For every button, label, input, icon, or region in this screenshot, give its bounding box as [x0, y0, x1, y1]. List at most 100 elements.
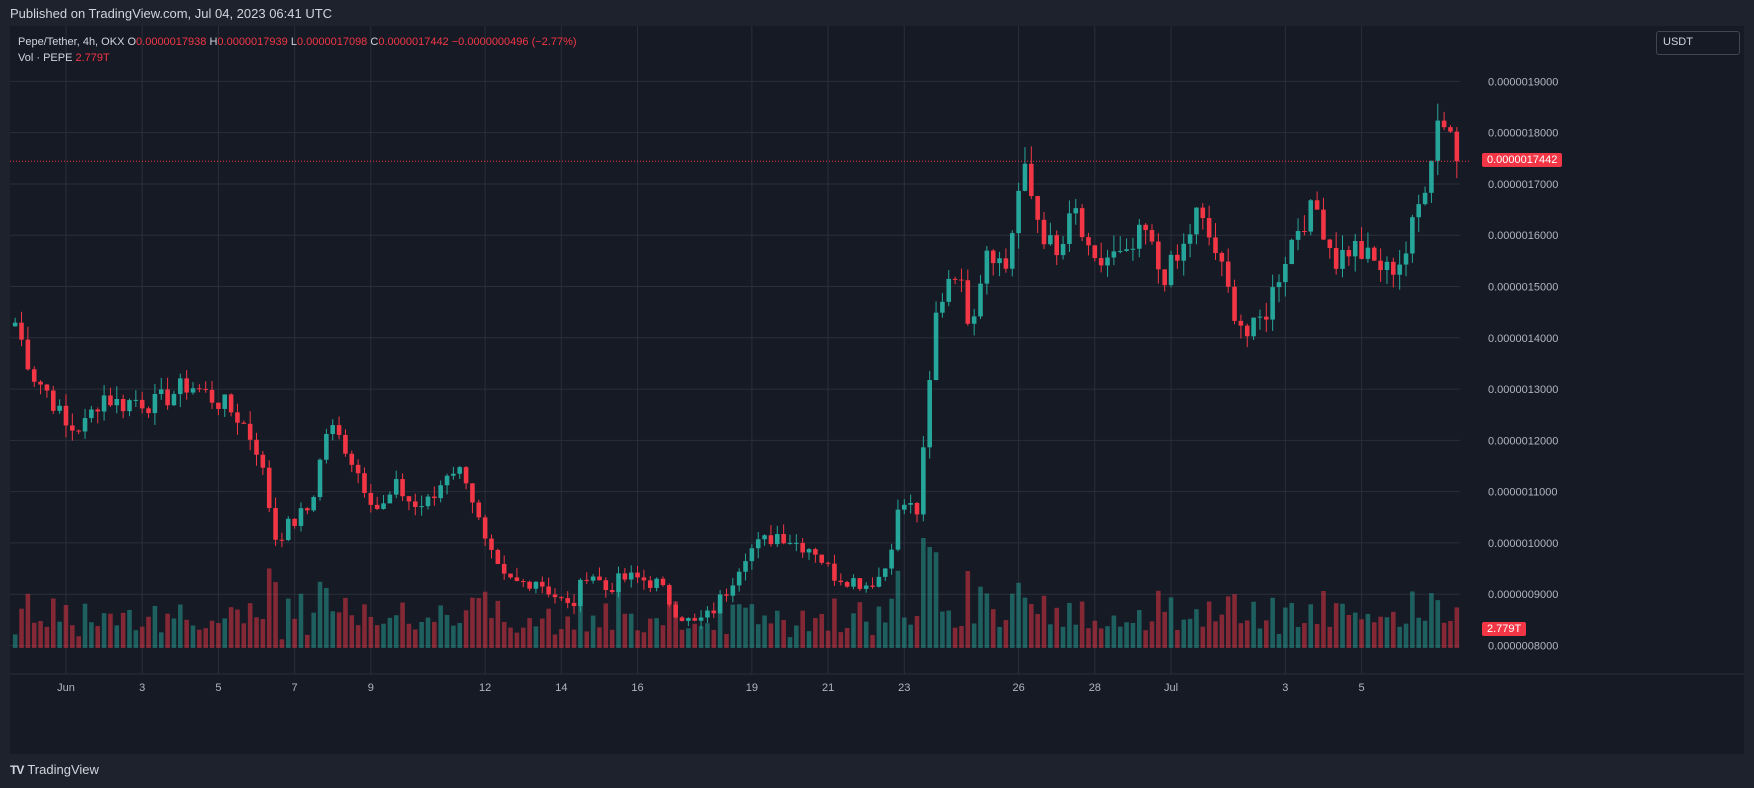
volume-bar	[1181, 619, 1187, 648]
candle-body	[406, 496, 412, 502]
candle-body	[806, 549, 812, 553]
volume-bar	[1257, 628, 1263, 648]
candle-body	[120, 398, 126, 412]
candle-body	[508, 573, 513, 578]
volume-bar	[495, 600, 501, 648]
candle-body	[609, 589, 615, 593]
candle-body	[292, 518, 297, 526]
volume-bar	[863, 621, 869, 648]
volume-bar	[406, 623, 412, 648]
candle-body	[1162, 269, 1167, 286]
volume-bar	[444, 614, 450, 648]
candle-body	[1175, 254, 1180, 261]
y-tick-label: 0.0000018000	[1488, 128, 1558, 140]
volume-bar	[171, 618, 177, 648]
candle-body	[216, 402, 221, 409]
candle-body	[1378, 260, 1383, 271]
volume-bar	[1238, 623, 1244, 648]
volume-bar	[647, 618, 653, 648]
y-tick-label: 0.0000009000	[1488, 589, 1558, 601]
candle-body	[476, 502, 482, 518]
volume-bar	[933, 552, 939, 648]
volume-bar	[82, 603, 88, 648]
candle-body	[432, 496, 437, 499]
tradingview-logo-icon[interactable]: TV	[10, 762, 24, 777]
candle-body	[374, 504, 380, 509]
candle-body	[825, 562, 831, 564]
volume-bar	[590, 615, 596, 648]
candle-body	[571, 602, 577, 607]
volume-bar	[1117, 626, 1123, 648]
volume-bar	[362, 604, 367, 648]
volume-bar	[412, 629, 418, 648]
x-tick-label: 28	[1089, 682, 1101, 694]
candle-body	[158, 389, 164, 394]
candle-body	[285, 518, 291, 541]
volume-bar	[1378, 616, 1383, 648]
volume-bar	[514, 632, 520, 648]
volume-bar	[1429, 593, 1434, 648]
candle-body	[1302, 231, 1307, 233]
volume-bar	[914, 616, 920, 648]
candle-body	[997, 258, 1002, 264]
legend-h-label: H	[209, 36, 218, 48]
volume-bar	[25, 593, 31, 648]
candle-body	[1029, 163, 1034, 197]
candle-body	[279, 539, 285, 541]
volume-bar	[438, 605, 443, 648]
volume-bar	[800, 610, 805, 648]
candle-body	[1365, 247, 1371, 259]
legend-close: 0.0000017442	[378, 36, 449, 48]
footer-brand[interactable]: TradingView	[27, 762, 99, 777]
volume-bar	[959, 626, 964, 648]
volume-bar	[1016, 582, 1021, 648]
volume-bar	[527, 618, 532, 648]
candle-body	[1054, 235, 1060, 256]
volume-bar	[851, 613, 856, 648]
volume-bar	[1168, 597, 1174, 648]
volume-bar	[1200, 626, 1206, 648]
volume-bar	[1219, 614, 1225, 648]
volume-bar	[114, 625, 120, 648]
volume-bar	[673, 601, 678, 648]
footer: TV TradingView	[10, 762, 99, 777]
currency-button[interactable]: USDT	[1656, 31, 1740, 55]
x-tick-label: Jul	[1164, 682, 1178, 694]
volume-bar	[711, 629, 717, 648]
candlestick-chart[interactable]: 0.0000019000 0.0000018000 0.0000017000 0.00…	[10, 26, 1744, 754]
candle-body	[222, 394, 228, 409]
volume-bar	[546, 608, 551, 648]
candle-body	[1225, 261, 1231, 287]
candle-body	[552, 594, 558, 598]
volume-bar	[457, 623, 463, 648]
volume-bar	[158, 632, 164, 648]
volume-bar	[336, 612, 342, 648]
volume-bar	[1048, 624, 1053, 648]
volume-bar	[1073, 624, 1079, 648]
candle-body	[1410, 217, 1415, 254]
candle-body	[1308, 200, 1314, 232]
candle-body	[768, 535, 774, 545]
volume-bar	[324, 588, 329, 648]
y-tick-label: 0.0000010000	[1488, 538, 1558, 550]
volume-bar	[940, 611, 945, 648]
volume-bar	[660, 625, 666, 648]
volume-bar	[101, 613, 107, 648]
candle-body	[635, 572, 640, 578]
candle-body	[597, 576, 602, 581]
volume-bar	[1314, 623, 1320, 648]
candle-body	[940, 301, 945, 313]
candle-body	[533, 581, 539, 589]
x-tick-label: 3	[139, 682, 145, 694]
volume-bar	[628, 613, 634, 648]
candle-body	[355, 464, 361, 474]
candle-body	[31, 369, 37, 382]
last-price-label: 0.0000017442	[1482, 153, 1563, 168]
volume-bar	[584, 631, 590, 648]
volume-bar	[1022, 597, 1028, 648]
candle-body	[235, 412, 240, 423]
candle-body	[38, 381, 43, 385]
candle-body	[1441, 120, 1447, 128]
candle-body	[247, 423, 253, 440]
y-tick-label: 0.0000016000	[1488, 230, 1558, 242]
